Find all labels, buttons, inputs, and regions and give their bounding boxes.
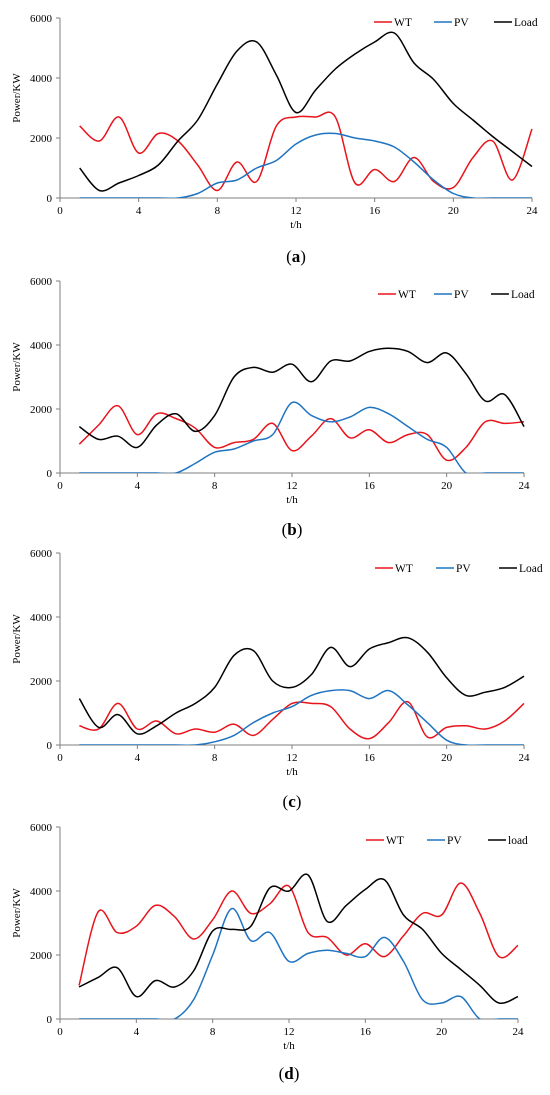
panel-caption: (c) <box>283 792 302 811</box>
x-tick-label: 24 <box>513 1026 525 1038</box>
series-line-wt <box>78 882 519 986</box>
legend-label: WT <box>394 17 412 29</box>
panel-caption: (b) <box>282 520 303 539</box>
x-axis-label: t/h <box>286 494 298 506</box>
legend-label: WT <box>395 563 413 575</box>
x-tick-label: 20 <box>448 205 460 217</box>
x-tick-label: 12 <box>287 480 298 492</box>
legend-label: PV <box>454 17 469 29</box>
x-tick-label: 20 <box>436 1026 448 1038</box>
y-axis-label: Power/KW <box>11 614 23 664</box>
x-tick-label: 4 <box>134 1026 140 1038</box>
series-line-pv <box>79 907 518 1019</box>
legend-label: WT <box>398 289 416 301</box>
y-tick-label: 6000 <box>30 13 53 25</box>
legend-label: PV <box>447 835 462 847</box>
y-tick-label: 4000 <box>30 612 53 624</box>
x-tick-label: 0 <box>57 480 63 492</box>
x-tick-label: 0 <box>57 752 63 764</box>
x-tick-label: 8 <box>212 480 218 492</box>
y-tick-label: 6000 <box>30 822 53 834</box>
x-tick-label: 4 <box>135 752 141 764</box>
y-tick-label: 4000 <box>30 73 53 85</box>
legend-label: Load <box>511 289 535 301</box>
x-tick-label: 8 <box>210 1026 216 1038</box>
x-tick-label: 4 <box>136 205 142 217</box>
panel-caption: (d) <box>279 1064 300 1083</box>
x-axis-label: t/h <box>283 1040 295 1052</box>
series-line-pv <box>79 689 524 745</box>
x-tick-label: 24 <box>519 480 531 492</box>
series-line-wt <box>78 405 525 462</box>
x-tick-label: 12 <box>291 205 302 217</box>
series-line-pv <box>79 401 524 473</box>
series-line-wt <box>79 701 525 740</box>
series-line-wt <box>79 111 533 192</box>
x-tick-label: 0 <box>57 1026 63 1038</box>
x-tick-label: 4 <box>135 480 141 492</box>
x-tick-label: 16 <box>364 480 376 492</box>
x-tick-label: 0 <box>57 205 63 217</box>
series-line-load <box>78 636 525 735</box>
y-tick-label: 0 <box>47 1014 53 1026</box>
y-tick-label: 4000 <box>30 340 53 352</box>
series-line-load <box>78 347 525 449</box>
x-tick-label: 16 <box>369 205 381 217</box>
legend-label: load <box>508 835 528 847</box>
x-tick-label: 12 <box>287 752 298 764</box>
x-tick-label: 8 <box>215 205 221 217</box>
x-tick-label: 24 <box>527 205 539 217</box>
y-tick-label: 2000 <box>30 950 53 962</box>
chart-panel-c: 0 4 8 12 16 20 24 0 2000 4000 6000 t/h Power/KW WT PV L… <box>11 548 543 811</box>
y-axis-label: Power/KW <box>11 888 23 938</box>
y-tick-label: 2000 <box>30 133 53 145</box>
legend-label: Load <box>514 17 538 29</box>
x-tick-label: 12 <box>284 1026 295 1038</box>
x-tick-label: 16 <box>360 1026 372 1038</box>
legend-label: Load <box>519 563 543 575</box>
y-axis-label: Power/KW <box>11 342 23 392</box>
x-tick-label: 16 <box>364 752 376 764</box>
y-tick-label: 6000 <box>30 548 53 560</box>
y-tick-label: 2000 <box>30 676 53 688</box>
chart-panel-b: 0 4 8 12 16 20 24 0 2000 4000 6000 t/h Power/KW WT PV L… <box>11 276 535 539</box>
x-axis-label: t/h <box>290 219 302 231</box>
chart-panel-d: 0 4 8 12 16 20 24 0 2000 4000 6000 t/h Power/KW WT PV l… <box>11 822 528 1083</box>
y-tick-label: 0 <box>47 468 53 480</box>
series-line-load <box>78 873 519 1005</box>
y-tick-label: 0 <box>47 740 53 752</box>
x-tick-label: 20 <box>441 480 453 492</box>
series-line-load <box>79 31 533 192</box>
panel-caption: (a) <box>286 247 306 266</box>
y-tick-label: 0 <box>47 193 53 205</box>
x-tick-label: 8 <box>212 752 218 764</box>
legend-label: WT <box>386 835 404 847</box>
y-tick-label: 2000 <box>30 404 53 416</box>
x-tick-label: 24 <box>519 752 531 764</box>
y-axis-label: Power/KW <box>11 73 23 123</box>
chart-panel-a: 0 4 8 12 16 20 24 0 2000 4000 6000 t/h Power/KW WT PV L… <box>11 13 538 266</box>
y-tick-label: 4000 <box>30 886 53 898</box>
legend-label: PV <box>454 289 469 301</box>
x-tick-label: 20 <box>441 752 453 764</box>
legend-label: PV <box>456 563 471 575</box>
x-axis-label: t/h <box>286 766 298 778</box>
series-line-pv <box>79 132 532 198</box>
y-tick-label: 6000 <box>30 276 53 288</box>
